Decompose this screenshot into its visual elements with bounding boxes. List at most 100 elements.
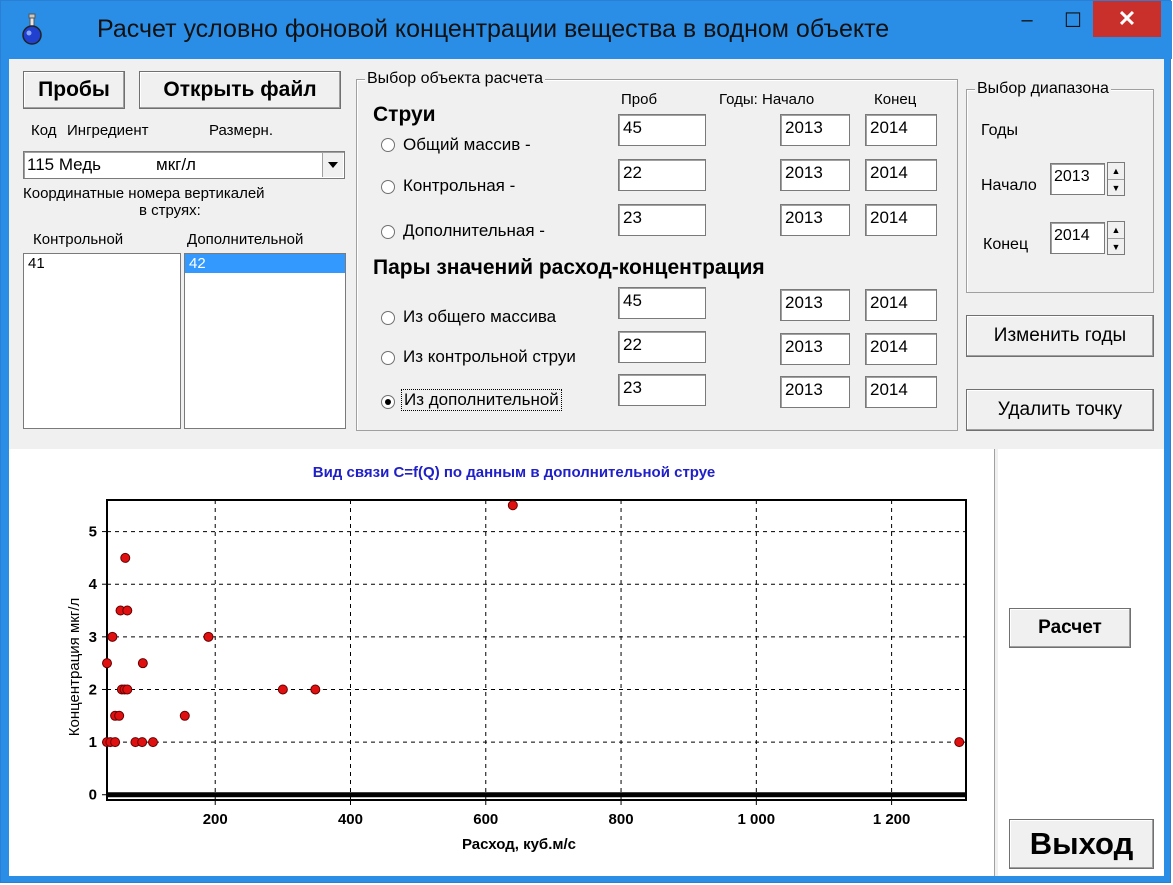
samples-field-total[interactable]: 45 [618, 114, 706, 146]
radio-additional-label: Дополнительная - [403, 221, 545, 240]
control-column-label: Контрольной [33, 231, 124, 248]
radio-pairs-additional-label: Из дополнительной [401, 389, 562, 411]
range-selection-group-title: Выбор диапазона [975, 80, 1111, 98]
calc-button[interactable]: Расчет [1009, 608, 1131, 648]
ingredient-combobox[interactable]: 115 Медь мкг/л [23, 151, 345, 179]
samples-field-pairs-additional[interactable]: 23 [618, 374, 706, 406]
start-year-field-control[interactable]: 2013 [780, 159, 850, 191]
jets-section-title: Струи [373, 103, 436, 126]
delete-point-button[interactable]: Удалить точку [966, 389, 1154, 431]
ingredient-combobox-units: мкг/л [156, 155, 196, 174]
data-point[interactable] [110, 737, 121, 748]
stepper-up-icon[interactable]: ▲ [1108, 222, 1124, 239]
start-year-field-pairs-total[interactable]: 2013 [780, 289, 850, 321]
data-point[interactable] [203, 631, 214, 642]
data-point[interactable] [122, 684, 133, 695]
radio-pairs-total-label: Из общего массива [403, 307, 557, 326]
list-item[interactable]: 41 [28, 255, 45, 272]
change-years-button[interactable]: Изменить годы [966, 315, 1154, 357]
scatter-chart[interactable]: Вид связи C=f(Q) по данным в дополнитель… [9, 449, 994, 876]
data-point[interactable] [120, 552, 131, 563]
end-year-field-pairs-additional[interactable]: 2014 [865, 376, 937, 408]
chevron-down-icon[interactable] [322, 153, 343, 177]
radio-pairs-additional[interactable] [381, 395, 395, 409]
chart-title: Вид связи C=f(Q) по данным в дополнитель… [313, 464, 716, 481]
end-year-field-pairs-control[interactable]: 2014 [865, 333, 937, 365]
data-point[interactable] [137, 737, 148, 748]
additional-column-label: Дополнительной [187, 231, 304, 248]
radio-pairs-control[interactable] [381, 351, 395, 365]
x-tick-label: 1 200 [873, 811, 911, 828]
plot-frame [106, 499, 967, 801]
start-year-field-additional[interactable]: 2013 [780, 204, 850, 236]
x-tick-label: 200 [203, 811, 228, 828]
end-year-field-pairs-total[interactable]: 2014 [865, 289, 937, 321]
range-start-stepper[interactable]: ▲ ▼ [1107, 162, 1125, 196]
end-year-field-additional[interactable]: 2014 [865, 204, 937, 236]
radio-additional[interactable] [381, 225, 395, 239]
data-point[interactable] [147, 737, 158, 748]
y-tick-label: 2 [89, 681, 97, 698]
radio-pairs-total[interactable] [381, 311, 395, 325]
object-selection-group: Выбор объекта расчета [356, 70, 958, 431]
end-year-field-total[interactable]: 2014 [865, 114, 937, 146]
stepper-down-icon[interactable]: ▼ [1111, 242, 1121, 252]
data-point[interactable] [954, 737, 965, 748]
stepper-down-icon[interactable]: ▼ [1111, 183, 1121, 193]
stepper-up-icon[interactable]: ▲ [1108, 163, 1124, 180]
years-start-header: Годы: Начало [719, 91, 815, 108]
additional-list[interactable]: 42 [184, 253, 346, 429]
open-file-button[interactable]: Открыть файл [139, 71, 341, 109]
samples-field-pairs-total[interactable]: 45 [618, 287, 706, 319]
x-tick-label: 800 [609, 811, 634, 828]
start-year-field-pairs-additional[interactable]: 2013 [780, 376, 850, 408]
samples-field-control[interactable]: 22 [618, 159, 706, 191]
code-column-label: Код [31, 122, 57, 139]
data-point[interactable] [107, 631, 118, 642]
samples-button[interactable]: Пробы [23, 71, 125, 109]
list-item-selected[interactable]: 42 [185, 254, 345, 273]
data-point[interactable] [114, 710, 125, 721]
window-title: Расчет условно фоновой концентрации веще… [97, 15, 890, 43]
start-year-field-total[interactable]: 2013 [780, 114, 850, 146]
data-point[interactable] [310, 684, 321, 695]
data-point[interactable] [507, 500, 518, 511]
x-tick-label: 600 [473, 811, 498, 828]
range-start-label: Начало [981, 177, 1037, 194]
samples-field-additional[interactable]: 23 [618, 204, 706, 236]
data-point[interactable] [179, 710, 190, 721]
minimize-button[interactable]: – [1021, 8, 1033, 31]
range-end-input[interactable]: 2014 [1050, 222, 1105, 254]
ingredient-column-label: Ингредиент [67, 122, 149, 139]
y-tick-label: 3 [89, 629, 97, 646]
chart-area: Вид связи C=f(Q) по данным в дополнитель… [9, 449, 1164, 876]
start-year-field-pairs-control[interactable]: 2013 [780, 333, 850, 365]
units-column-label: Размерн. [209, 122, 274, 139]
range-start-input[interactable]: 2013 [1050, 163, 1105, 195]
maximize-button[interactable]: ☐ [1064, 9, 1082, 32]
data-point[interactable] [122, 605, 133, 616]
end-header: Конец [874, 91, 917, 108]
samples-header: Проб [621, 91, 658, 108]
range-end-label: Конец [983, 236, 1029, 253]
coord-numbers-label-line2: в струях: [139, 202, 201, 219]
title-bar[interactable]: Расчет условно фоновой концентрации веще… [1, 1, 1172, 59]
end-year-field-control[interactable]: 2014 [865, 159, 937, 191]
samples-field-pairs-control[interactable]: 22 [618, 331, 706, 363]
data-point[interactable] [137, 658, 148, 669]
data-point[interactable] [102, 658, 112, 669]
exit-button[interactable]: Выход [1009, 819, 1154, 869]
pairs-section-title: Пары значений расход-концентрация [373, 256, 765, 279]
radio-total-array[interactable] [381, 138, 395, 152]
data-point[interactable] [277, 684, 288, 695]
object-selection-group-title: Выбор объекта расчета [365, 70, 546, 88]
radio-control[interactable] [381, 180, 395, 194]
range-end-stepper[interactable]: ▲ ▼ [1107, 221, 1125, 255]
y-tick-label: 5 [89, 524, 97, 541]
radio-total-array-label: Общий массив - [403, 135, 531, 154]
range-selection-group: Выбор диапазона [966, 80, 1154, 293]
control-list[interactable]: 41 [23, 253, 181, 429]
close-button[interactable]: ✕ [1093, 1, 1161, 37]
radio-pairs-control-label: Из контрольной струи [403, 347, 576, 366]
